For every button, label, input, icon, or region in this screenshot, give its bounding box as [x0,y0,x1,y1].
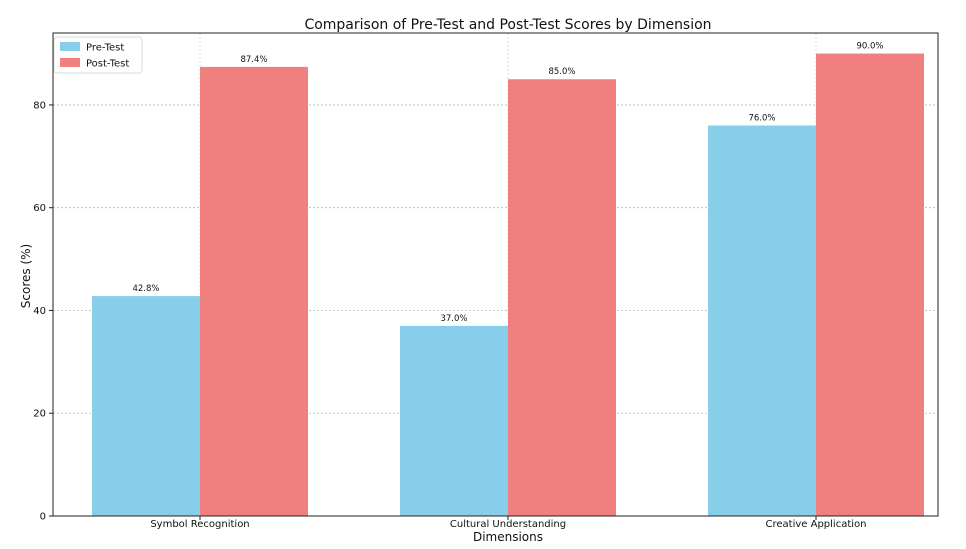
bar-pre-test-3 [708,125,816,516]
bars [92,53,924,516]
y-tick-labels: 0 20 40 60 80 [33,100,46,522]
y-tick-label: 40 [33,306,46,317]
bar-pre-test-2 [400,325,508,516]
x-tick-label: Symbol Recognition [150,519,249,530]
value-label: 90.0% [856,42,883,52]
y-tick-label: 60 [33,203,46,214]
y-tick-label: 20 [33,409,46,420]
value-label: 37.0% [440,314,467,324]
plot-frame [52,32,939,517]
legend: Pre-Test Post-Test [53,36,143,74]
value-label: 87.4% [240,55,267,65]
value-labels: 42.8% 87.4% 37.0% 85.0% 76.0% 90.0% [132,42,883,324]
value-label: 42.8% [132,284,159,294]
legend-swatch-pre-test [60,42,80,51]
chart-title: Comparison of Pre-Test and Post-Test Sco… [304,17,711,33]
bar-post-test-1 [200,66,308,516]
y-axis-title: Scores (%) [19,244,33,308]
y-tick-label: 80 [33,100,46,111]
bar-post-test-2 [508,79,616,516]
bar-post-test-3 [816,53,924,516]
axes [49,32,939,520]
bar-pre-test-1 [92,296,200,516]
legend-swatch-post-test [60,58,80,67]
legend-label-pre-test: Pre-Test [86,43,124,54]
x-tick-label: Creative Application [766,519,867,530]
value-label: 85.0% [548,67,575,77]
y-tick-label: 0 [40,512,46,523]
x-tick-labels: Symbol Recognition Cultural Understanding… [150,519,866,530]
x-axis-title: Dimensions [473,530,543,544]
legend-label-post-test: Post-Test [86,59,129,70]
x-tick-label: Cultural Understanding [450,519,566,530]
value-label: 76.0% [748,113,775,123]
